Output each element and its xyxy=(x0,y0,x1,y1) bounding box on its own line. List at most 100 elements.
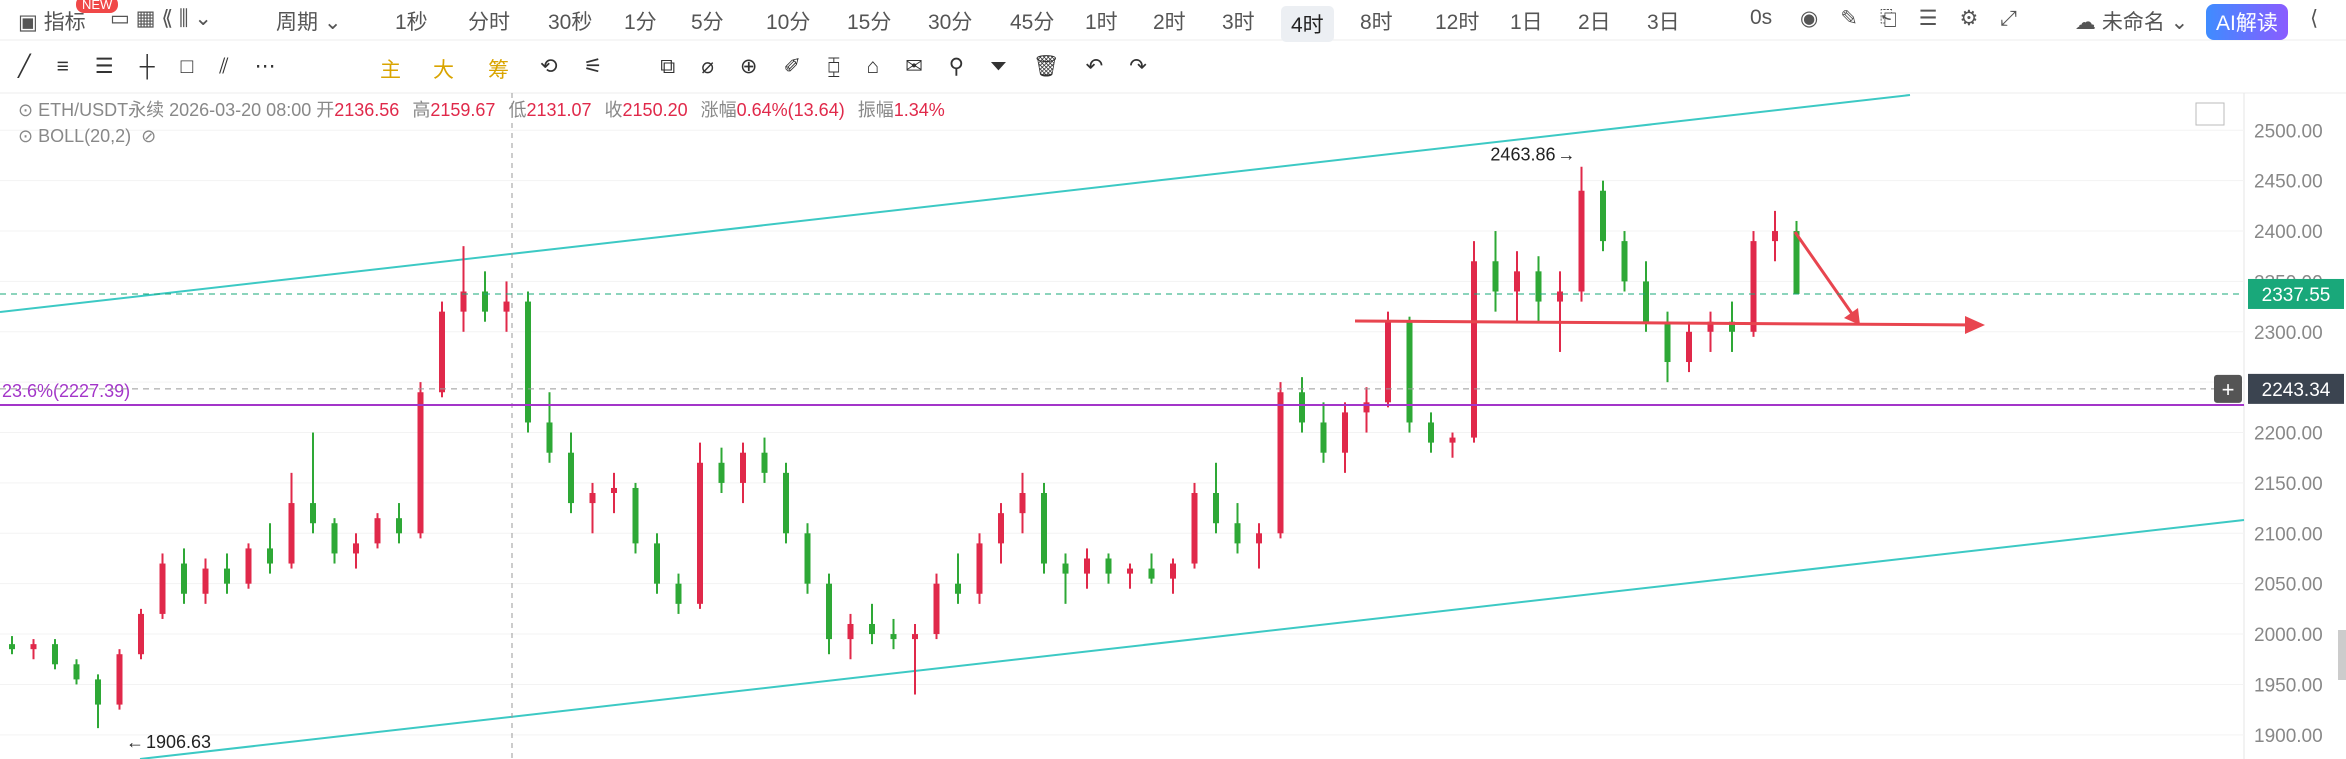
candle-body xyxy=(525,301,531,423)
y-tick-label: 2000.00 xyxy=(2254,625,2323,646)
candle-body xyxy=(1557,291,1563,302)
candle-body xyxy=(1793,231,1800,294)
interval-button[interactable]: 1分 xyxy=(624,11,657,34)
candle-body xyxy=(1148,568,1155,579)
interval-button[interactable]: 10分 xyxy=(766,11,811,34)
candle-body xyxy=(826,583,832,640)
interval-button[interactable]: 30分 xyxy=(928,11,973,34)
candle-body xyxy=(1277,392,1284,534)
tool-icons[interactable]: ◉✎⎗☰⚙⤢ xyxy=(1800,7,2040,30)
legend: ⊙ ETH/USDT永续 2026-03-20 08:00 开2136.56 高… xyxy=(18,96,953,147)
candle-body xyxy=(890,634,897,640)
arrow-head xyxy=(1965,316,1985,334)
arrow-head xyxy=(1844,308,1860,325)
interval-button[interactable]: 2日 xyxy=(1578,11,1611,34)
indicator: BOLL(20,2) xyxy=(38,126,132,146)
candle-body xyxy=(439,311,445,393)
interval-button[interactable]: 3时 xyxy=(1222,11,1255,34)
candle-body xyxy=(1471,261,1477,438)
big-button[interactable]: 大 xyxy=(433,59,454,82)
fib-label: 23.6%(2227.39) xyxy=(2,381,130,401)
countdown: 0s xyxy=(1750,6,1773,29)
cursor-price-box xyxy=(2248,373,2344,404)
candle-body xyxy=(1707,321,1714,332)
interval-button[interactable]: 45分 xyxy=(1010,11,1055,34)
candle-body xyxy=(1041,493,1047,564)
value: 2131.07 xyxy=(526,100,592,120)
candle-body xyxy=(1320,422,1327,453)
candle-body xyxy=(73,664,80,680)
drawing-icons[interactable]: ⟲⚟ ⧉⌀⊕✐⧮⌂✉⚲⏷🗑↶↷ xyxy=(540,55,1173,78)
candle-body xyxy=(1213,493,1219,524)
tool-icons[interactable]: ▭ ▦ ⟪ ⫼ ⌄ xyxy=(110,7,212,30)
candle-body xyxy=(1664,321,1671,363)
interval-button[interactable]: 12时 xyxy=(1435,11,1480,34)
arrow-line xyxy=(1793,231,1857,319)
candle-body xyxy=(95,679,101,705)
candle-body xyxy=(1686,331,1692,363)
interval-button[interactable]: 1日 xyxy=(1510,11,1543,34)
candle-body xyxy=(1772,231,1778,242)
share-icon[interactable]: ⟨ xyxy=(2310,7,2319,30)
arrow: → xyxy=(1558,145,1576,165)
candle-body xyxy=(546,422,553,453)
side-handle[interactable] xyxy=(2338,630,2346,680)
candle-body xyxy=(1643,281,1649,322)
value: 1.34% xyxy=(893,100,945,120)
channel-line xyxy=(139,519,2245,759)
label: 指标 xyxy=(43,11,86,34)
label: 未命名 xyxy=(2101,11,2165,34)
label: 涨幅 xyxy=(700,100,737,120)
candle-body xyxy=(202,568,209,594)
candle-body xyxy=(1385,321,1391,403)
candle-body xyxy=(933,583,940,635)
value: 2159.67 xyxy=(430,100,496,120)
period-button[interactable]: 周期 ⌄ xyxy=(276,11,342,34)
time: 2026-03-20 08:00 xyxy=(169,100,312,120)
interval-button[interactable]: 2时 xyxy=(1153,11,1186,34)
candle-body xyxy=(632,487,639,544)
candle-body xyxy=(503,301,510,312)
candle-body xyxy=(1299,392,1305,423)
interval-button[interactable]: 1秒 xyxy=(395,11,428,34)
candle-body xyxy=(460,291,467,312)
main-button[interactable]: 主 xyxy=(380,59,401,82)
layout-button[interactable]: ☁ 未命名 ⌄ xyxy=(2075,11,2189,34)
label: 高 xyxy=(412,100,431,120)
fullscreen-icon[interactable] xyxy=(2195,102,2225,126)
candle-body xyxy=(1535,271,1542,302)
cursor-price-label: 2243.34 xyxy=(2262,380,2331,401)
label: 周期 xyxy=(276,11,318,34)
interval-button[interactable]: 分时 xyxy=(468,11,510,34)
ai-button[interactable]: AI解读 xyxy=(2206,4,2288,40)
drawing-icons[interactable]: ╱≡☰┼□⫽⋯ xyxy=(18,55,302,78)
candle-body xyxy=(1621,241,1628,282)
interval-button[interactable]: 8时 xyxy=(1360,11,1393,34)
label: 低 xyxy=(508,100,527,120)
candle-body xyxy=(1600,190,1606,242)
candle-body xyxy=(1342,412,1348,453)
candle-body xyxy=(267,548,273,564)
chips-button[interactable]: 筹 xyxy=(488,59,509,82)
candle-body xyxy=(52,644,58,665)
interval-button[interactable]: 30秒 xyxy=(548,11,593,34)
candle-body xyxy=(976,543,983,594)
interval-button[interactable]: 15分 xyxy=(847,11,892,34)
last-price-box xyxy=(2248,278,2344,309)
interval-button[interactable]: 5分 xyxy=(691,11,724,34)
candle-body xyxy=(912,634,918,640)
candle-body xyxy=(1406,321,1413,423)
indicator-button[interactable]: ▣ 指标 xyxy=(18,11,86,34)
candle-body xyxy=(30,644,37,650)
arrow: ← xyxy=(126,732,144,752)
candle-body xyxy=(9,644,15,650)
interval-button[interactable]: 1时 xyxy=(1085,11,1118,34)
candle-body xyxy=(374,518,381,544)
last-price-label: 2337.55 xyxy=(2262,285,2331,306)
candle-body xyxy=(740,452,746,483)
candle-body xyxy=(331,523,338,554)
interval-button[interactable]: 4时 xyxy=(1281,6,1334,42)
interval-button[interactable]: 3日 xyxy=(1647,11,1680,34)
